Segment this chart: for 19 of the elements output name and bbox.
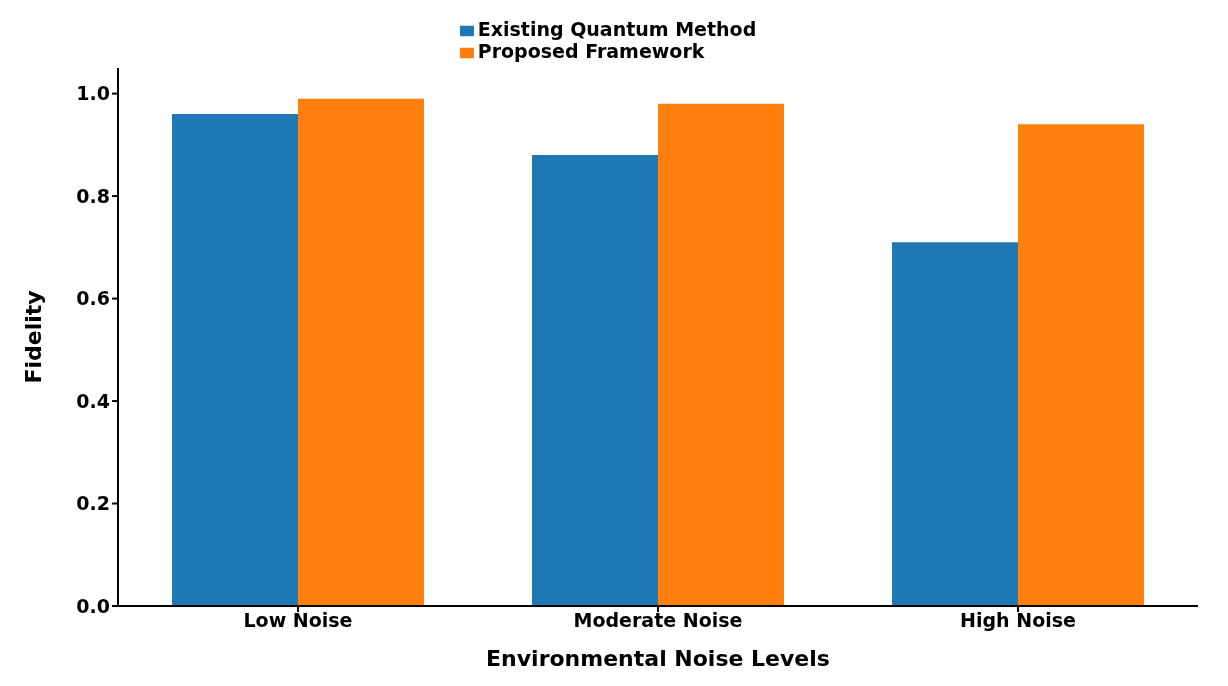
x-tick-label: High Noise [960, 609, 1076, 632]
bar [1018, 124, 1144, 606]
bar [172, 114, 298, 606]
y-tick-label: 0.4 [76, 389, 110, 412]
legend-label: Existing Quantum Method [477, 18, 757, 40]
x-tick-label: Low Noise [243, 609, 353, 632]
bar [892, 242, 1018, 606]
x-axis-title: Environmental Noise Levels [486, 646, 830, 671]
y-tick-label: 0.8 [76, 184, 110, 207]
y-tick-label: 0.2 [76, 492, 110, 515]
bar [532, 155, 658, 606]
y-tick-label: 0.6 [76, 287, 110, 310]
x-tick-label: Moderate Noise [573, 609, 743, 632]
bar [298, 98, 424, 606]
y-tick-label: 1.0 [76, 82, 110, 105]
y-axis-title: Fidelity [20, 290, 46, 384]
y-tick-label: 0.0 [76, 594, 110, 617]
legend-label: Proposed Framework [477, 40, 705, 62]
bar [658, 103, 784, 606]
